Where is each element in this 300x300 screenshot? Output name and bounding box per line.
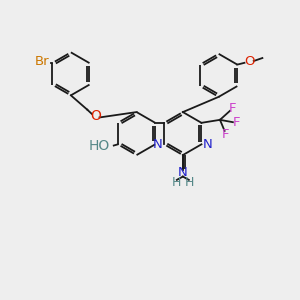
Text: N: N xyxy=(203,138,213,152)
Text: Br: Br xyxy=(35,56,50,68)
Text: H: H xyxy=(172,176,181,189)
Text: F: F xyxy=(233,116,240,129)
Text: HO: HO xyxy=(88,139,109,153)
Text: O: O xyxy=(90,109,101,123)
Text: H: H xyxy=(185,176,194,189)
Text: N: N xyxy=(178,167,188,179)
Text: F: F xyxy=(229,102,236,115)
Text: N: N xyxy=(153,138,163,152)
Text: O: O xyxy=(244,55,255,68)
Text: F: F xyxy=(222,128,230,141)
